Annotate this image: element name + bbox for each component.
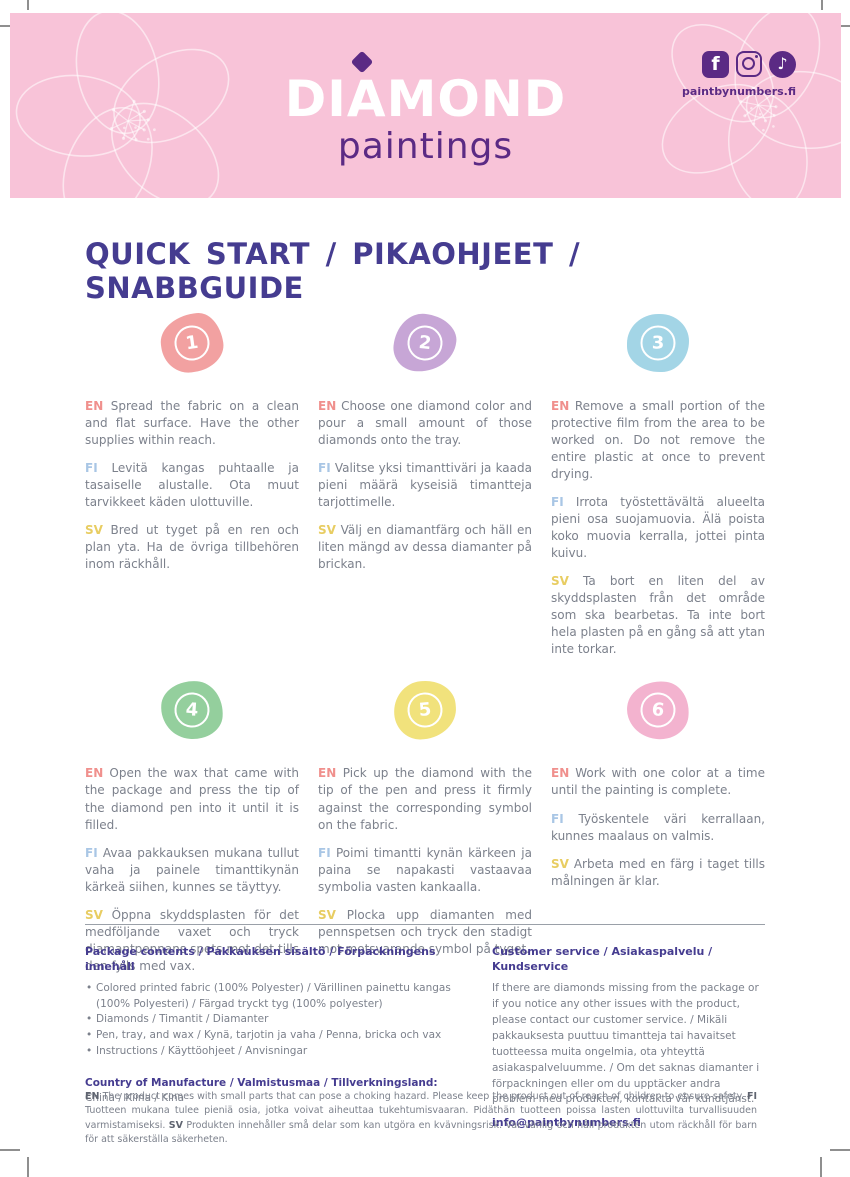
step-4-badge: 4 [159,679,225,742]
customer-service: Customer service / Asiakaspalvelu / Kund… [492,944,765,1129]
en-label: EN [85,766,104,781]
facebook-icon[interactable]: f [702,51,729,78]
sv-label: SV [85,907,103,922]
step-2-sv: SV Välj en diamantfärg och häll en liten… [318,523,532,572]
page-title: QUICK START / PIKAOHJEET / SNABBGUIDE [85,237,581,305]
step-5-fi: FI Poimi timantti kynän kärkeen ja paina… [318,845,532,894]
country-value: China / Kiina / Kina [85,1092,185,1105]
fi-label: FI [746,1091,757,1102]
package-item: Diamonds / Timantit / Diamanter [85,1012,470,1028]
website-text: paintbynumbers.fi [682,85,796,98]
crop-mark [27,1157,29,1177]
package-item: Colored printed fabric (100% Polyester) … [85,981,470,1013]
instagram-lens [742,57,755,70]
step-1-number: 1 [172,323,212,363]
warning-sv: Produkten innehåller små delar som kan u… [85,1119,757,1145]
sv-label: SV [551,574,569,589]
sv-label: SV [551,856,569,871]
en-label: EN [551,399,570,413]
step-1-en: EN Spread the fabric on a clean and flat… [85,399,299,448]
customer-service-body: If there are diamonds missing from the p… [492,981,760,1106]
step-3: 3 EN Remove a small portion of the prote… [551,302,765,669]
en-label: EN [85,399,104,413]
step-1: 1 EN Spread the fabric on a clean and fl… [85,302,299,669]
step-4-fi: FI Avaa pakkauksen mukana tullut vaha ja… [85,845,299,894]
en-label: EN [551,766,570,781]
step-2: 2 EN Choose one diamond color and pour a… [318,302,532,669]
instagram-dot [755,55,758,58]
fi-label: FI [318,461,331,476]
crop-mark [27,0,29,10]
crop-mark [821,0,823,10]
fi-label: FI [85,845,98,860]
step-3-sv: SV Ta bort en liten del av skyddsplasten… [551,574,765,657]
step-4-sv: SV Öppna skyddsplasten för det medföljan… [85,907,299,973]
step-6: 6 EN Work with one color at a time until… [551,669,765,985]
en-label: EN [85,1091,100,1102]
brand-name: DIAMOND [284,70,567,128]
step-4: 4 EN Open the wax that came with the pac… [85,669,299,985]
brand-logo: DIAMOND paintings [10,50,841,167]
step-3-badge: 3 [627,314,689,372]
step-5-en: EN Pick up the diamond with the tip of t… [318,766,532,832]
fi-label: FI [551,811,564,826]
warning-fi: Tuotteen mukana tulee pieniä osia, jotka… [85,1105,757,1131]
step-5: 5 EN Pick up the diamond with the tip of… [318,669,532,985]
package-item: Instructions / Käyttöohjeet / Anvisninga… [85,1044,470,1060]
step-6-badge: 6 [623,677,693,743]
package-contents: Package contents / Pakkauksen sisältö / … [85,944,470,1129]
country-label: Country of Manufacture / Valmistusmaa / … [85,1076,438,1089]
instagram-icon[interactable] [736,51,762,77]
crop-mark [830,1149,850,1151]
sv-label: SV [318,523,336,538]
step-5-sv: SV Plocka upp diamanten med pennspetsen … [318,907,532,956]
step-6-en: EN Work with one color at a time until t… [551,766,765,798]
step-2-fi: FI Valitse yksi timanttiväri ja kaada pi… [318,461,532,510]
step-6-number: 6 [638,690,678,730]
step-6-sv: SV Arbeta med en färg i taget tills måln… [551,856,765,888]
step-2-number: 2 [405,323,445,363]
tiktok-icon[interactable]: ♪ [769,51,796,78]
sv-label: SV [318,907,336,922]
brand-subname: paintings [337,126,514,167]
header-banner: DIAMOND paintings f ♪ paintbynumbers.fi [10,13,841,198]
step-1-fi: FI Levitä kangas puhtaalle ja tasaiselle… [85,461,299,510]
package-contents-heading: Package contents / Pakkauksen sisältö / … [85,945,436,974]
step-4-number: 4 [173,691,211,730]
steps-grid: 1 EN Spread the fabric on a clean and fl… [85,302,765,986]
fi-label: FI [551,495,564,510]
country-of-manufacture: Country of Manufacture / Valmistusmaa / … [85,1076,470,1108]
step-3-number: 3 [640,325,676,361]
step-2-badge: 2 [391,310,459,376]
step-5-badge: 5 [391,678,459,743]
step-2-en: EN Choose one diamond color and pour a s… [318,399,532,448]
crop-mark [0,1149,20,1151]
bottom-section: Package contents / Pakkauksen sisältö / … [85,944,765,1129]
sv-label: SV [85,523,103,538]
step-3-fi: FI Irrota työstettävältä alueelta pieni … [551,495,765,561]
fi-label: FI [318,845,331,860]
en-label: EN [318,766,337,781]
step-4-en: EN Open the wax that came with the packa… [85,766,299,832]
step-6-fi: FI Työskentele väri kerrallaan, kunnes m… [551,811,765,843]
step-1-sv: SV Bred ut tyget på en ren och plan yta.… [85,523,299,572]
step-3-en: EN Remove a small portion of the protect… [551,399,765,482]
safety-warning: EN The product comes with small parts th… [85,1090,757,1147]
fi-label: FI [85,461,98,476]
section-divider [85,924,765,925]
warning-en: The product comes with small parts that … [102,1091,744,1102]
social-block: f ♪ paintbynumbers.fi [682,51,796,98]
step-5-number: 5 [406,691,444,730]
en-label: EN [318,399,337,413]
crop-mark [820,1157,822,1177]
step-1-badge: 1 [157,309,227,377]
customer-service-email: info@paintbynumbers.fi [492,1116,641,1130]
customer-service-heading: Customer service / Asiakaspalvelu / Kund… [492,945,713,974]
sv-label: SV [168,1119,183,1131]
package-item: Pen, tray, and wax / Kynä, tarjotin ja v… [85,1028,470,1044]
